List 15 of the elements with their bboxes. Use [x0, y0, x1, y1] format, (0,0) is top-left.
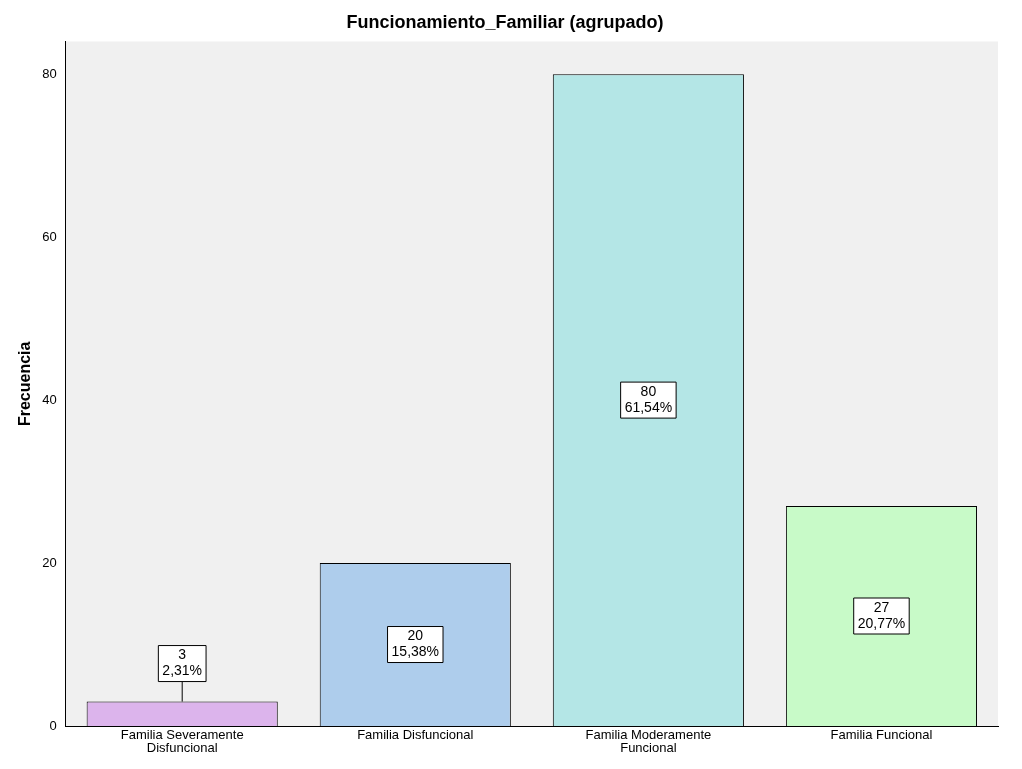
data-label: 20 15,38% — [391, 627, 440, 660]
y-tick-label: 80 — [42, 65, 57, 81]
data-label: 27 20,77% — [857, 598, 906, 631]
y-tick-label: 0 — [49, 717, 57, 733]
x-tick-label: Familia Disfuncional — [357, 727, 474, 743]
y-axis-title: Frecuencia — [16, 341, 34, 427]
y-tick-label: 60 — [42, 228, 57, 244]
y-tick-label: 40 — [42, 391, 57, 407]
data-label: 80 61,54% — [624, 382, 673, 415]
x-tick-label: Familia Funcional — [830, 727, 933, 743]
x-tick-label: Familia Severamente Disfuncional — [120, 727, 244, 756]
y-tick-label: 20 — [42, 554, 57, 570]
data-label: 3 2,31% — [162, 646, 203, 679]
chart-title: Funcionamiento_Familiar (agrupado) — [346, 11, 664, 32]
x-tick-label: Familia Moderamente Funcional — [585, 727, 712, 756]
